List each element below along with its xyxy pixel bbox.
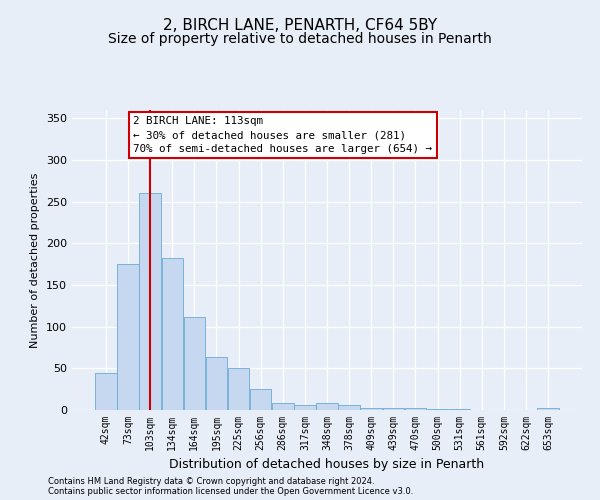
Bar xyxy=(272,404,293,410)
Bar xyxy=(294,405,316,410)
Bar xyxy=(338,405,360,410)
Bar xyxy=(250,389,271,410)
Text: Contains HM Land Registry data © Crown copyright and database right 2024.: Contains HM Land Registry data © Crown c… xyxy=(48,478,374,486)
Bar xyxy=(538,408,559,410)
Bar xyxy=(427,409,448,410)
Text: Contains public sector information licensed under the Open Government Licence v3: Contains public sector information licen… xyxy=(48,488,413,496)
Bar xyxy=(316,404,338,410)
Bar xyxy=(184,316,205,410)
Bar xyxy=(405,408,426,410)
Text: 2, BIRCH LANE, PENARTH, CF64 5BY: 2, BIRCH LANE, PENARTH, CF64 5BY xyxy=(163,18,437,32)
Bar xyxy=(161,258,183,410)
Bar xyxy=(228,368,249,410)
Bar xyxy=(117,264,139,410)
Text: 2 BIRCH LANE: 113sqm
← 30% of detached houses are smaller (281)
70% of semi-deta: 2 BIRCH LANE: 113sqm ← 30% of detached h… xyxy=(133,116,432,154)
X-axis label: Distribution of detached houses by size in Penarth: Distribution of detached houses by size … xyxy=(169,458,485,471)
Bar xyxy=(206,356,227,410)
Bar xyxy=(95,374,116,410)
Bar xyxy=(361,408,382,410)
Text: Size of property relative to detached houses in Penarth: Size of property relative to detached ho… xyxy=(108,32,492,46)
Bar xyxy=(139,192,161,410)
Bar xyxy=(449,409,470,410)
Bar xyxy=(383,408,404,410)
Y-axis label: Number of detached properties: Number of detached properties xyxy=(31,172,40,348)
